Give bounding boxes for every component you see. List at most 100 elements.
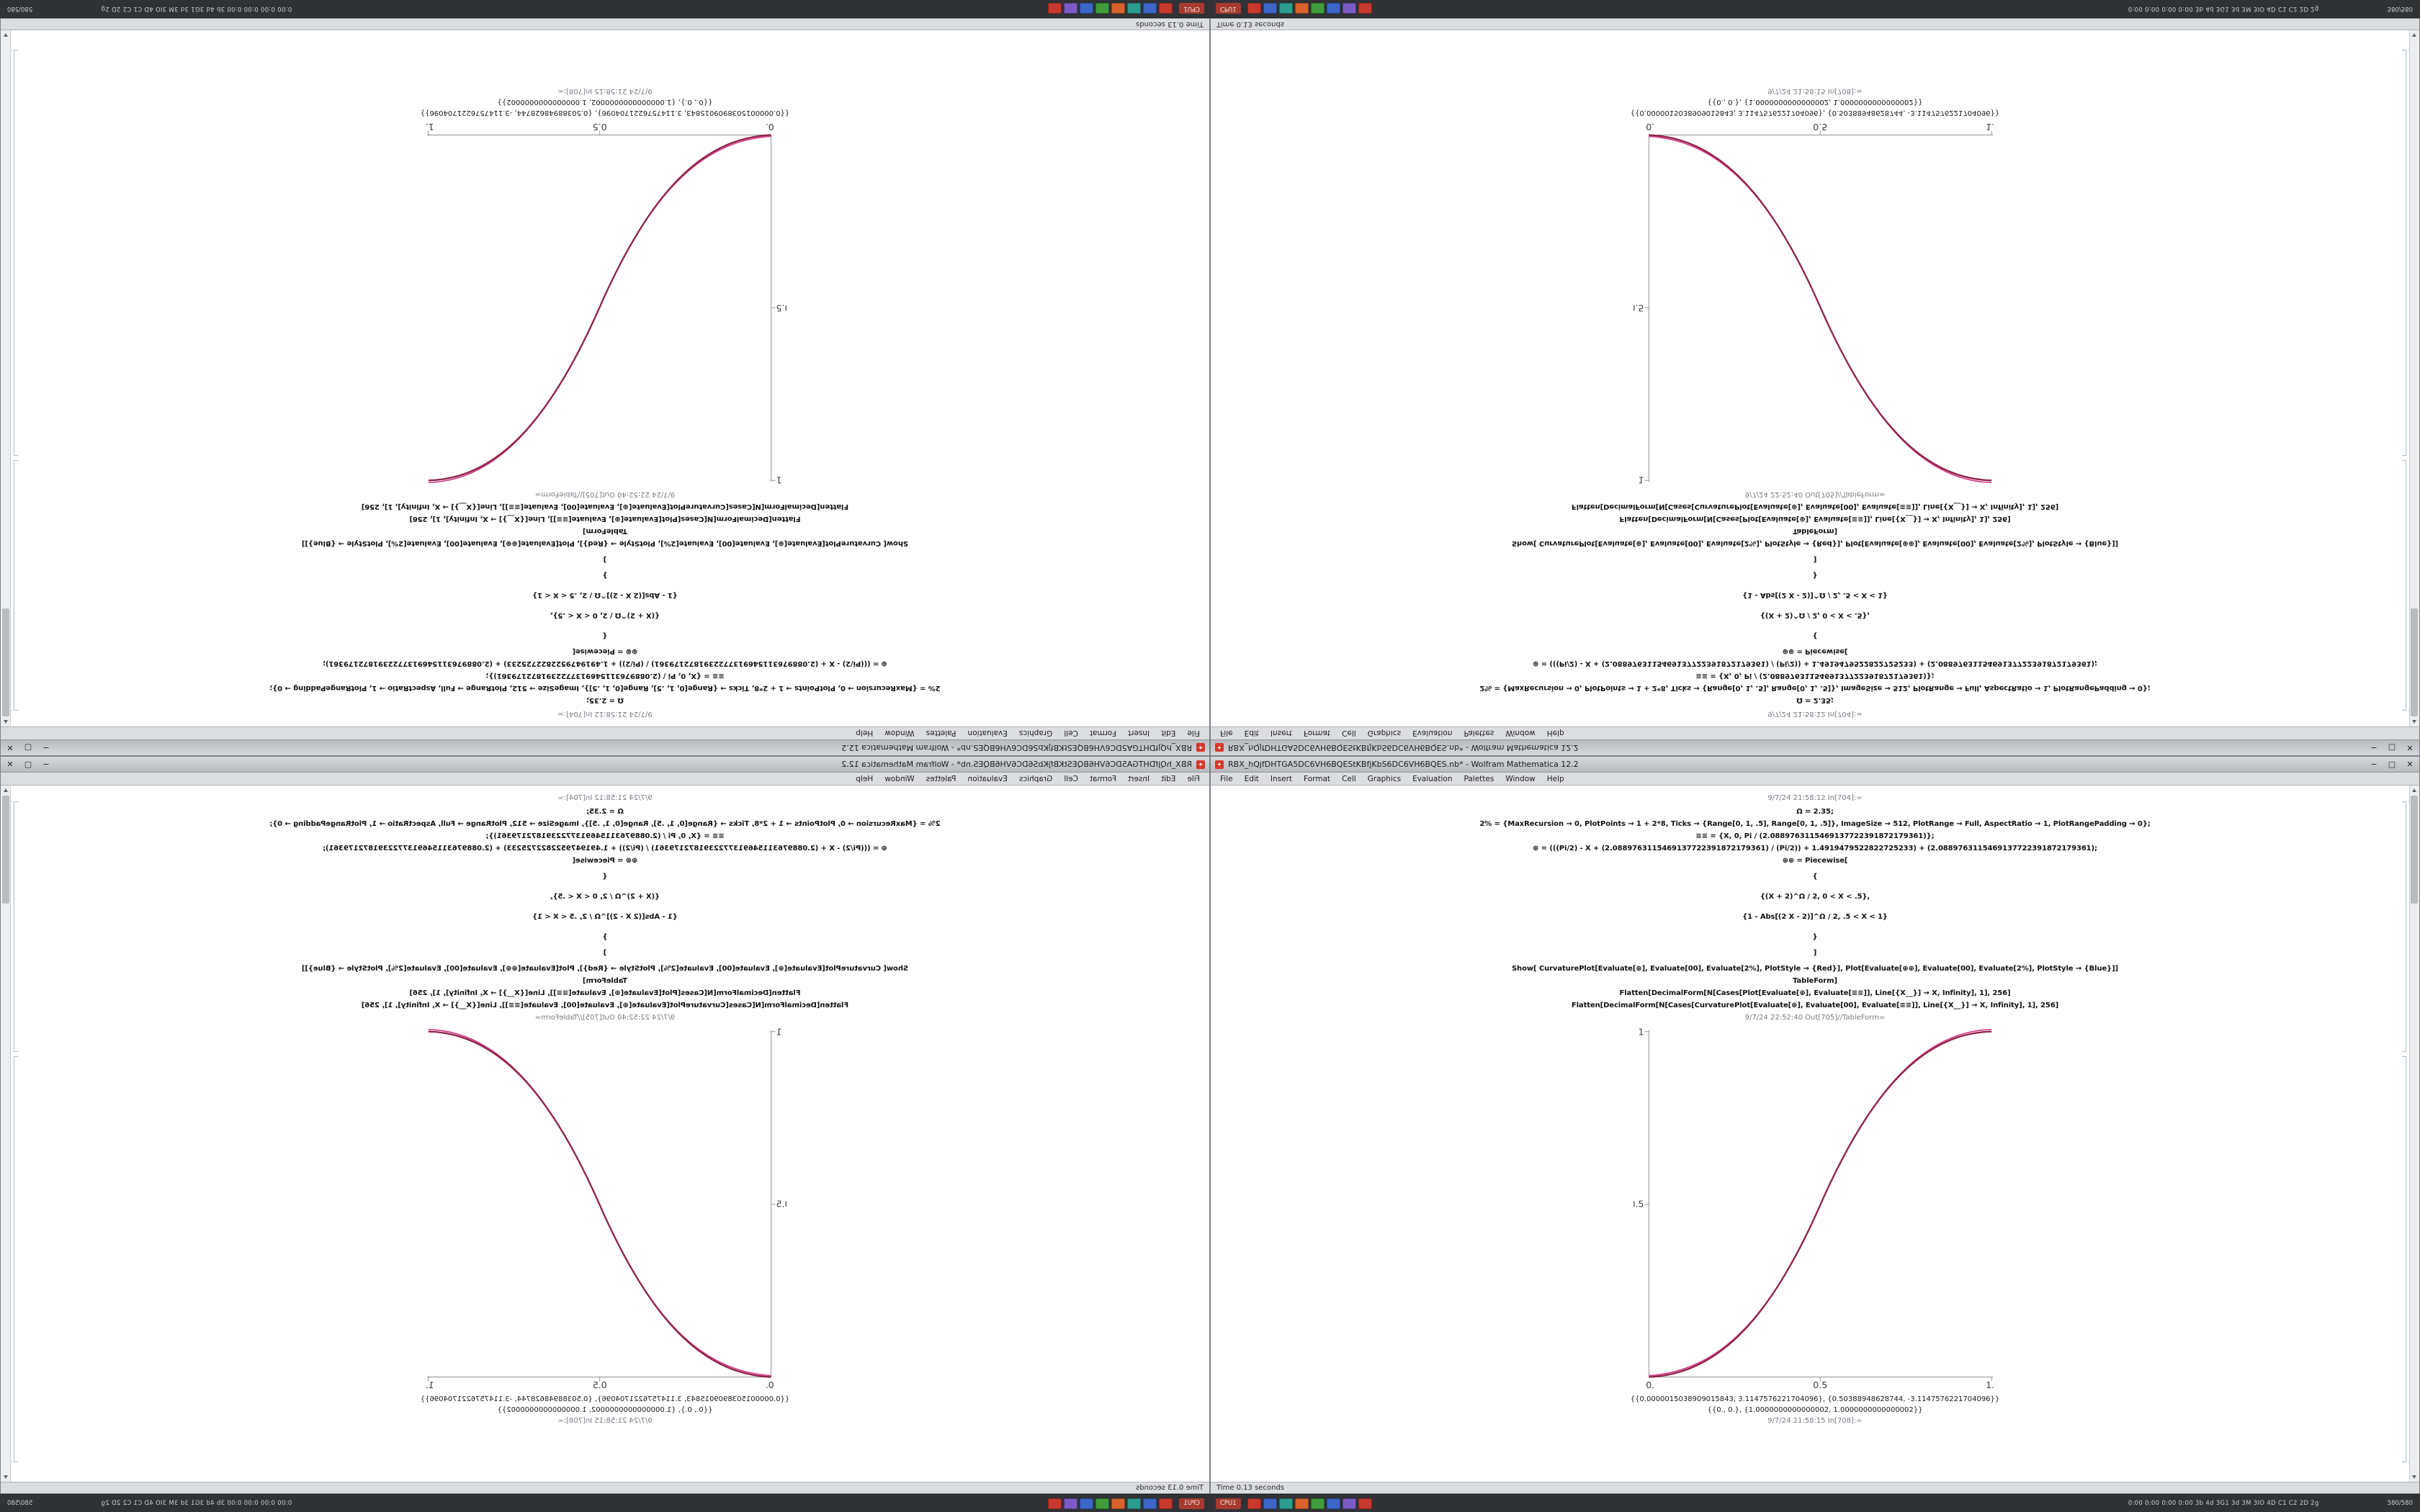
input-code-cell[interactable]: Ω = 2.35; 2% = {MaxRecursion → 0, PlotPo… [1211,806,2419,1011]
menu-item-graphics[interactable]: Graphics [1367,729,1402,738]
menu-item-format[interactable]: Format [1304,774,1331,783]
taskbar-app-icon[interactable] [1143,1498,1157,1509]
taskbar-app-icon[interactable] [1294,1498,1309,1509]
scroll-up-icon[interactable] [2412,720,2416,724]
notebook-scrollbar[interactable] [1,786,11,1482]
menu-item-cell[interactable]: Cell [1064,729,1078,738]
taskbar-app-icon[interactable] [1064,1498,1078,1509]
menu-item-insert[interactable]: Insert [1127,729,1150,738]
notebook-area[interactable]: 9/7/24 21:58:12 In[704]:= Ω = 2.35; 2% =… [1211,30,2419,726]
menu-item-help[interactable]: Help [856,774,874,783]
maximize-button[interactable]: ▢ [24,743,32,753]
scrollbar-thumb[interactable] [2411,796,2418,904]
minimize-button[interactable]: − [42,743,50,753]
menu-item-graphics[interactable]: Graphics [1367,774,1402,783]
scroll-down-icon[interactable] [4,1475,8,1479]
scrollbar-thumb[interactable] [2,796,9,904]
taskbar-app-icon[interactable] [1159,3,1173,14]
menu-item-evaluation[interactable]: Evaluation [1412,774,1453,783]
input-code-cell[interactable]: Ω = 2.35; 2% = {MaxRecursion → 0, PlotPo… [1211,501,2419,706]
menu-item-insert[interactable]: Insert [1127,774,1150,783]
taskbar-cpu-chip[interactable]: CPU1 [1179,1498,1204,1509]
notebook-area[interactable]: 9/7/24 21:58:12 In[704]:= Ω = 2.35; 2% =… [1,786,1209,1482]
menu-item-window[interactable]: Window [1505,729,1536,738]
minimize-button[interactable]: − [42,759,50,769]
taskbar-app-icon[interactable] [1358,3,1372,14]
maximize-button[interactable]: ▢ [24,759,32,769]
taskbar-app-icon[interactable] [1358,1498,1372,1509]
notebook-scrollbar[interactable] [2409,786,2419,1482]
output-plot[interactable]: 0.5 1 0. 0.5 1. [418,122,792,486]
taskbar-app-icon[interactable] [1127,1498,1142,1509]
taskbar-app-icon[interactable] [1310,1498,1325,1509]
window-titlebar[interactable]: RBX_hQjfDHTGA5DC6VH6BQEStKBfjKbS6DC6VH6B… [1211,739,2419,755]
notebook-area[interactable]: 9/7/24 21:58:12 In[704]:= Ω = 2.35; 2% =… [1211,786,2419,1482]
taskbar-app-icon[interactable] [1159,1498,1173,1509]
output-plot[interactable]: 0.5 1 0. 0.5 1. [1628,122,2002,486]
menu-item-edit[interactable]: Edit [1161,774,1176,783]
menu-item-format[interactable]: Format [1089,729,1116,738]
taskbar-app-icon[interactable] [1095,1498,1110,1509]
taskbar-app-icon[interactable] [1127,3,1142,14]
menu-item-cell[interactable]: Cell [1342,729,1356,738]
scroll-down-icon[interactable] [2412,33,2416,37]
menu-item-format[interactable]: Format [1304,729,1331,738]
menu-item-file[interactable]: File [1187,774,1200,783]
menu-item-palettes[interactable]: Palettes [1464,774,1494,783]
taskbar-app-icon[interactable] [1048,3,1062,14]
menu-item-graphics[interactable]: Graphics [1018,774,1053,783]
menu-item-cell[interactable]: Cell [1064,774,1078,783]
taskbar-app-icon[interactable] [1278,3,1293,14]
scrollbar-thumb[interactable] [2411,608,2418,716]
cell-bracket-output[interactable] [2402,1056,2406,1462]
output-plot[interactable]: 0.5 1 0. 0.5 1. [1628,1026,2002,1390]
close-button[interactable]: ✕ [2406,759,2414,769]
menu-item-format[interactable]: Format [1089,774,1116,783]
cell-bracket-input[interactable] [2402,460,2406,711]
minimize-button[interactable]: − [2370,743,2378,753]
cell-bracket-output[interactable] [2402,50,2406,456]
taskbar-app-icon[interactable] [1310,3,1325,14]
scroll-up-icon[interactable] [2412,788,2416,792]
menu-item-edit[interactable]: Edit [1244,774,1259,783]
close-button[interactable]: ✕ [6,743,14,753]
menu-item-palettes[interactable]: Palettes [926,729,956,738]
menu-item-evaluation[interactable]: Evaluation [967,774,1008,783]
taskbar-app-icon[interactable] [1095,3,1110,14]
taskbar-app-icon[interactable] [1342,1498,1356,1509]
taskbar-app-icon[interactable] [1048,1498,1062,1509]
menu-item-file[interactable]: File [1220,774,1233,783]
taskbar-app-icon[interactable] [1326,3,1340,14]
minimize-button[interactable]: − [2370,759,2378,769]
window-titlebar[interactable]: RBX_hQjfDHTGA5DC6VH6BQEStKBfjKbS6DC6VH6B… [1211,757,2419,773]
maximize-button[interactable]: ▢ [2388,759,2396,769]
taskbar-app-icon[interactable] [1111,3,1126,14]
notebook-scrollbar[interactable] [1,30,11,726]
menu-item-window[interactable]: Window [884,774,915,783]
taskbar-app-icon[interactable] [1111,1498,1126,1509]
menu-item-help[interactable]: Help [856,729,874,738]
menu-item-evaluation[interactable]: Evaluation [1412,729,1453,738]
close-button[interactable]: ✕ [6,759,14,769]
maximize-button[interactable]: ▢ [2388,743,2396,753]
menu-item-palettes[interactable]: Palettes [1464,729,1494,738]
taskbar-cpu-chip[interactable]: CPU1 [1216,1498,1241,1509]
menu-item-file[interactable]: File [1220,729,1233,738]
menu-item-file[interactable]: File [1187,729,1200,738]
input-code-cell[interactable]: Ω = 2.35; 2% = {MaxRecursion → 0, PlotPo… [1,806,1209,1011]
menu-item-palettes[interactable]: Palettes [926,774,956,783]
menu-item-insert[interactable]: Insert [1270,729,1293,738]
notebook-scrollbar[interactable] [2409,30,2419,726]
cell-bracket-input[interactable] [14,460,18,711]
menu-item-window[interactable]: Window [884,729,915,738]
menu-item-cell[interactable]: Cell [1342,774,1356,783]
taskbar-cpu-chip[interactable]: CPU1 [1216,3,1241,14]
input-code-cell[interactable]: Ω = 2.35; 2% = {MaxRecursion → 0, PlotPo… [1,501,1209,706]
taskbar-app-icon[interactable] [1080,3,1094,14]
taskbar-app-icon[interactable] [1263,3,1277,14]
menu-item-edit[interactable]: Edit [1244,729,1259,738]
menu-item-graphics[interactable]: Graphics [1018,729,1053,738]
cell-bracket-input[interactable] [2402,801,2406,1052]
taskbar-app-icon[interactable] [1080,1498,1094,1509]
scrollbar-thumb[interactable] [2,608,9,716]
